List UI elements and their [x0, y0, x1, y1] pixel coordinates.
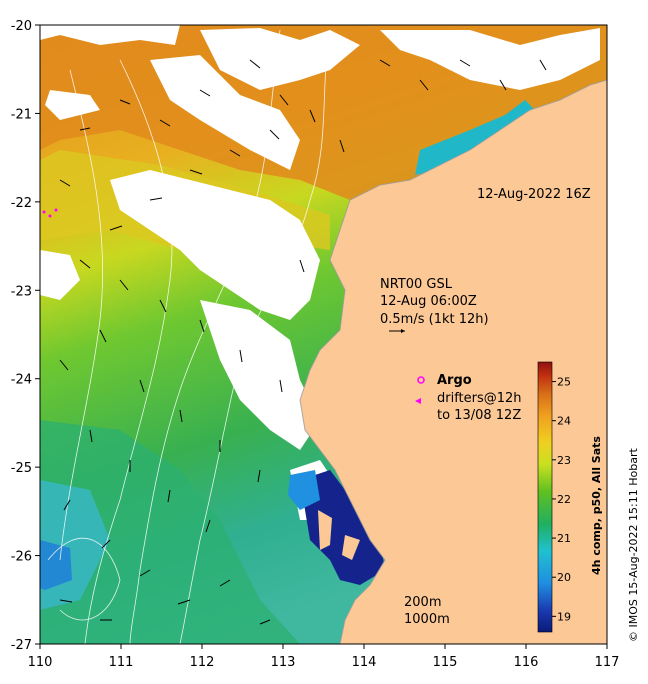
coastal-upwelling-south	[300, 470, 385, 585]
current-vectors	[59, 59, 547, 625]
contour-1000m-label: 1000m	[404, 612, 450, 627]
drifter-marker-icon	[415, 398, 421, 404]
lon-tick-label: 116	[514, 655, 539, 670]
coastline	[299, 79, 607, 644]
lat-tick-label: -20	[11, 19, 32, 34]
lat-tick-label: -27	[11, 638, 32, 653]
image-credit: © IMOS 15-Aug-2022 15:11 Hobart	[627, 448, 640, 642]
latitude-axis: -20 -21 -22 -23 -24 -25 -26 -27	[11, 19, 40, 653]
colorbar-gradient	[537, 361, 553, 633]
peninsula	[318, 510, 332, 550]
lon-tick-label: 112	[190, 655, 215, 670]
cold-core	[40, 540, 72, 590]
cool-water-region	[40, 420, 300, 644]
colorbar-tick-label: 22	[557, 493, 571, 506]
argo-marker-icon	[417, 376, 425, 384]
colorbar-tick-label: 24	[557, 415, 571, 428]
lat-tick-label: -21	[11, 107, 32, 122]
land-mass	[300, 80, 607, 644]
current-scale-label: 0.5m/s (1kt 12h)	[380, 312, 489, 327]
coastal-shelf-water	[288, 470, 320, 510]
coastal-shelf-band	[415, 100, 535, 175]
lat-tick-label: -23	[11, 284, 32, 299]
lon-tick-label: 110	[28, 655, 53, 670]
lon-tick-label: 111	[109, 655, 134, 670]
drifter-tracks	[42, 208, 58, 218]
lon-tick-label: 117	[595, 655, 620, 670]
colorbar-tick-label: 23	[557, 454, 571, 467]
lat-tick-label: -26	[11, 550, 32, 565]
image-timestamp: 12-Aug-2022 16Z	[477, 187, 591, 202]
colorbar-tick-label: 21	[557, 532, 571, 545]
drifter-legend-label: drifters@12h	[437, 391, 522, 406]
colorbar: 19 20 21 22 23 24 25 4h comp, p50, All Sats	[537, 361, 603, 633]
drifter-legend-period: to 13/08 12Z	[437, 408, 521, 423]
colorbar-ticks: 19 20 21 22 23 24 25	[552, 376, 571, 623]
current-model-time: 12-Aug 06:00Z	[380, 294, 477, 309]
bathymetry-contours	[47, 29, 331, 644]
colorbar-tick-label: 20	[557, 571, 571, 584]
lat-tick-label: -25	[11, 461, 32, 476]
island	[342, 535, 360, 560]
lon-tick-label: 115	[433, 655, 458, 670]
plot-area	[40, 25, 607, 644]
contour-200m-label: 200m	[404, 595, 441, 610]
lat-tick-label: -22	[11, 196, 32, 211]
colorbar-tick-label: 19	[557, 610, 571, 623]
argo-legend-label: Argo	[437, 373, 472, 388]
colorbar-tick-label: 25	[557, 376, 571, 389]
plot-frame	[39, 24, 608, 645]
current-scale-arrow	[389, 329, 405, 333]
colorbar-title: 4h comp, p50, All Sats	[590, 436, 603, 575]
lon-tick-label: 114	[352, 655, 377, 670]
longitude-axis: 110 111 112 113 114 115 116 117	[28, 644, 620, 670]
lat-tick-label: -24	[11, 373, 32, 388]
current-model-label: NRT00 GSL	[380, 277, 453, 292]
lon-tick-label: 113	[271, 655, 296, 670]
